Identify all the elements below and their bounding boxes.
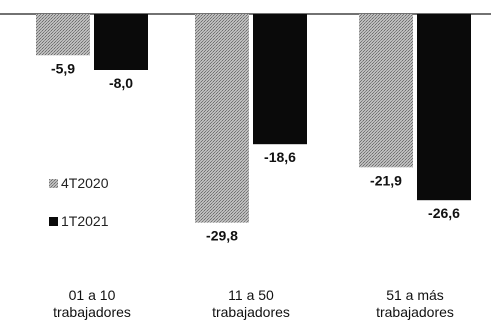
bar-4t2020-3: [359, 14, 413, 168]
category-label-3: 51 a más trabajadores: [376, 287, 454, 320]
bar-4t2020-2: [195, 14, 249, 223]
data-label-4t2020-3: -21,9: [370, 172, 402, 188]
legend-label-1t2021: 1T2021: [61, 213, 109, 229]
data-label-4t2020-2: -29,8: [206, 228, 238, 244]
data-label-4t2020-1: -5,9: [51, 60, 75, 76]
data-label-1t2021-1: -8,0: [109, 75, 133, 91]
bar-4t2020-1: [36, 14, 90, 56]
bar-1t2021-3: [417, 14, 471, 201]
legend-swatch-4t2020: [49, 179, 58, 188]
category-label-2: 11 a 50 trabajadores: [212, 287, 290, 320]
data-label-1t2021-2: -18,6: [264, 149, 296, 165]
bar-1t2021-2: [253, 14, 307, 145]
legend-swatch-1t2021: [49, 217, 58, 226]
legend-label-4t2020: 4T2020: [61, 175, 109, 191]
data-label-1t2021-3: -26,6: [428, 205, 460, 221]
category-label-1: 01 a 10 trabajadores: [53, 287, 131, 320]
bar-1t2021-1: [94, 14, 148, 70]
